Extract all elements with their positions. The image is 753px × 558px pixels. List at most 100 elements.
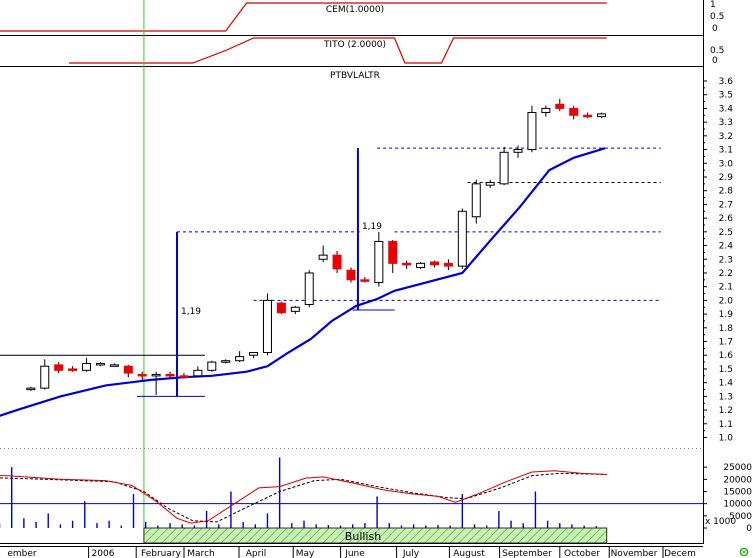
candle-body [304,272,314,305]
x-axis-label: August [453,549,485,558]
candle-body [82,362,92,371]
signal-band [143,527,608,544]
measure-lines: 1,19 1,19 [175,148,382,397]
x-axis-label: 2006 [92,549,115,558]
x-axis-label: ember [7,549,37,558]
candle-body [262,299,272,353]
price-tick-label: 3.6 [719,77,734,87]
oscillator-red-line [0,470,607,524]
indicator-panels [0,2,607,64]
price-tick-label: 1.8 [719,324,734,334]
candle-body [40,365,50,389]
indicator-line-2 [69,37,607,64]
cem-indicator-label: CEM(1.0000) [326,5,384,15]
candle-body [137,373,147,377]
x-axis-label: April [246,549,267,558]
volume-oscillator [0,470,607,524]
candle-body [332,254,342,270]
volume-bars [0,457,598,528]
candle-body [555,103,565,109]
price-tick-label: 3.0 [719,159,734,169]
price-tick-label: 1.1 [719,420,733,430]
x-axis-label: September [502,549,552,558]
x-axis: ember 2006 February March April May June July Au… [0,546,703,558]
price-tick-label: 1.4 [719,379,734,389]
candle-body [430,261,440,266]
indicator-tick-top-0: 0 [712,24,718,34]
candle-body [123,365,133,374]
candle-body [221,360,231,363]
x-axis-label: May [296,549,315,558]
status-indicator-icon [739,547,749,557]
horizontal-lines [0,147,661,397]
oscillator-black-line [0,472,607,523]
candle-body [54,364,64,371]
moving-average-line [0,147,606,417]
price-tick-label: 1.6 [719,351,734,361]
price-tick-label: 2.2 [719,269,733,279]
candle-body [249,351,259,356]
price-tick-label: 3.4 [719,104,734,114]
candle-body [443,262,453,267]
candle-body [318,254,328,260]
price-tick-label: 2.6 [719,214,734,224]
signal-band-rect [143,527,608,544]
candle-body [26,387,36,391]
x-axis-label: Decem [664,549,696,558]
measure-label: 1,19 [362,222,382,232]
indicator-line-1 [0,2,607,32]
candle-body [68,368,78,371]
candle-body [583,114,593,118]
price-tick-label: 2.4 [719,242,734,252]
signal-label: Bullish [345,530,381,543]
price-tick-label: 1.7 [719,338,733,348]
x-axis-label: June [344,549,365,558]
price-axis: 1.0 1.1 1.2 1.3 1.4 1.5 1.6 1.7 1.8 1.9 2.0 2.1 2.2 2… [703,77,733,444]
candle-body [207,361,217,371]
x-axis-label: July [402,549,420,558]
volume-axis: 25000 20000 15000 10000 5000 0 [0,463,752,534]
x-axis-label: October [564,549,600,558]
indicator-tick-top-05: 0.5 [710,12,724,22]
indicator-tick-top-1: 1 [710,0,716,10]
candle-body [597,113,607,118]
candle-body [471,183,481,218]
x-axis-label: November [611,549,658,558]
price-tick-label: 1.9 [719,310,734,320]
volume-unit-label: x 1000 [705,517,736,527]
volume-tick-label: 25000 [723,463,752,473]
price-tick-label: 3.5 [719,91,733,101]
candle-body [457,210,467,267]
candle-body [290,306,300,312]
price-tick-label: 3.3 [719,118,733,128]
candle-body [527,112,537,151]
frames [0,0,704,544]
volume-tick-label: 5000 [729,512,752,522]
volume-tick-label: 0 [746,524,752,534]
moving-average-polyline [0,147,606,417]
volume-tick-label: 10000 [723,500,752,510]
price-tick-label: 2.7 [719,200,733,210]
volume-tick-label: 15000 [723,488,752,498]
candle-body [374,240,384,284]
price-tick-label: 2.5 [719,228,733,238]
price-tick-label: 2.1 [719,283,733,293]
price-tick-label: 2.9 [719,173,734,183]
indicator-tick-bottom-05: 0.5 [710,46,724,56]
volume-tick-label: 20000 [723,475,752,485]
x-axis-label: February [141,549,182,558]
price-tick-label: 2.0 [719,296,734,306]
candle-body [416,262,426,268]
candle-body [499,151,509,185]
price-tick-label: 1.0 [719,434,734,444]
price-tick-label: 3.1 [719,146,733,156]
candle-body [513,149,523,153]
candle-body [346,269,356,281]
measure-label: 1,19 [181,307,201,317]
candle-body [402,262,412,266]
price-tick-label: 2.8 [719,187,734,197]
price-tick-label: 3.2 [719,132,733,142]
candle-body [165,373,175,377]
tito-indicator-label: TITO (2.0000) [323,40,386,50]
candle-body [485,181,495,186]
